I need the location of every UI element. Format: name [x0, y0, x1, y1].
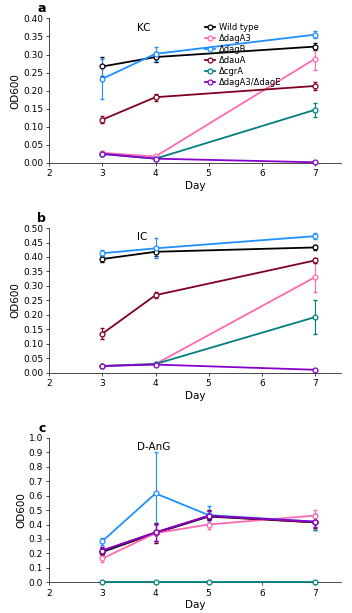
Legend: Wild type, ΔdagA3, ΔdagB, ΔdauA, ΔcgrA, ΔdagA3/ΔdagE: Wild type, ΔdagA3, ΔdagB, ΔdauA, ΔcgrA, …: [205, 23, 281, 87]
X-axis label: Day: Day: [185, 600, 206, 611]
Text: a: a: [37, 2, 46, 15]
Y-axis label: OD600: OD600: [16, 492, 26, 528]
Text: KC: KC: [137, 23, 150, 32]
X-axis label: Day: Day: [185, 181, 206, 191]
Text: b: b: [37, 212, 46, 225]
Text: D-AnG: D-AnG: [137, 442, 170, 452]
X-axis label: Day: Day: [185, 390, 206, 401]
Text: c: c: [38, 422, 46, 435]
Y-axis label: OD600: OD600: [10, 73, 20, 109]
Text: IC: IC: [137, 232, 147, 242]
Y-axis label: OD600: OD600: [10, 283, 20, 318]
